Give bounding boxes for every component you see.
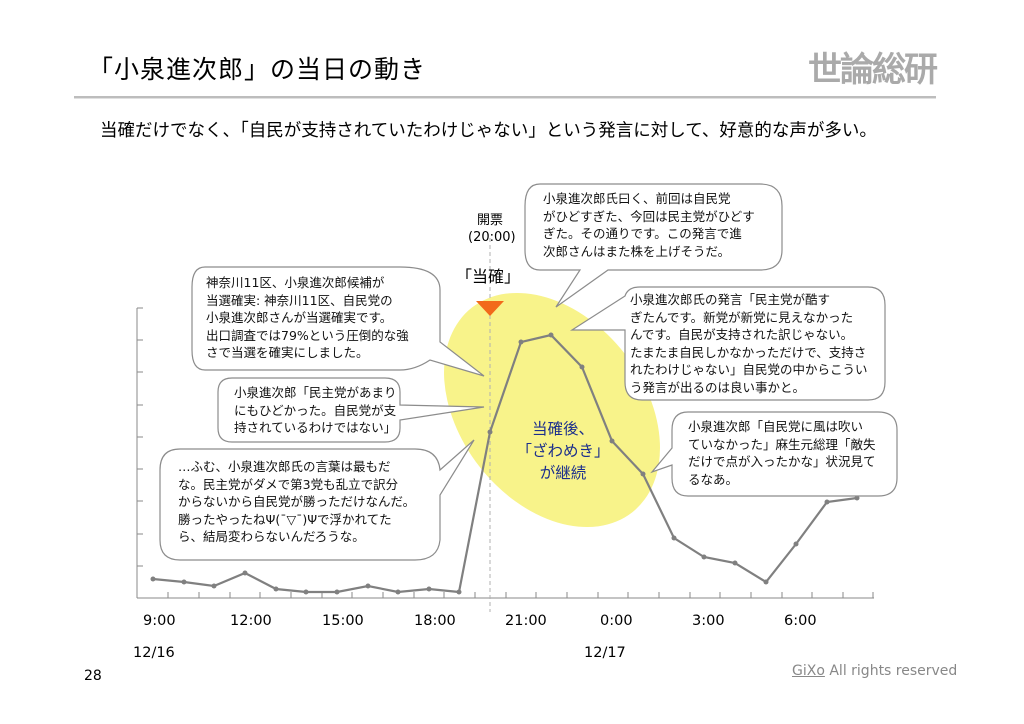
bubble-text-3: …ふむ、小泉進次郎氏の言葉は最もだ な。民主党がダメで第3党も乱立で訳分 からな… <box>178 459 416 544</box>
poll-open-time: (20:00) <box>468 230 516 245</box>
speech-bubble-6 <box>650 411 898 497</box>
x-tick-label: 0:00 <box>600 613 633 629</box>
x-axis <box>137 592 874 599</box>
page-number: 28 <box>84 668 102 684</box>
speech-bubble-5 <box>569 286 886 401</box>
brand-name: GiXo <box>792 663 825 679</box>
kakutei-label: 「当確」 <box>456 267 521 286</box>
data-series-line <box>152 333 858 594</box>
copyright: GiXo All rights reserved <box>792 663 957 679</box>
y-axis <box>136 307 143 598</box>
speech-bubble-4 <box>524 183 783 308</box>
x-tick-label: 12:00 <box>230 613 272 629</box>
bubble-text-4: 小泉進次郎氏曰く、前回は自民党 がひどすぎた、今回は民主党がひどす ぎた。その通… <box>543 191 755 259</box>
highlight-ellipse <box>444 292 660 528</box>
data-points <box>150 332 860 595</box>
date-label-1217: 12/17 <box>584 645 626 661</box>
speech-bubble-1 <box>191 266 485 377</box>
speech-bubble-2 <box>217 377 485 443</box>
bubble-text-5: 小泉進次郎氏の発言「民主党が酷す ぎたんです。新党が新党に見えなかった んです。… <box>630 292 868 395</box>
bubble-text-1: 神奈川11区、小泉進次郎候補が 当選確実: 神奈川11区、自民党の 小泉進次郎さ… <box>206 275 409 360</box>
x-tick-label: 6:00 <box>784 613 817 629</box>
poll-open-label: 開票 (20:00) <box>468 212 516 246</box>
logo: 世論総研 <box>808 50 938 90</box>
x-tick-label: 9:00 <box>143 613 176 629</box>
x-tick-label: 15:00 <box>322 613 364 629</box>
bubble-text-6: 小泉進次郎「自民党に風は吹い ていなかった」麻生元総理「敵失 だけで点が入ったか… <box>688 419 876 487</box>
speech-bubble-3 <box>159 439 475 561</box>
bubble-text-2: 小泉進次郎「民主党があまり にもひどかった。自民党が支 持されているわけではない… <box>234 385 397 435</box>
x-tick-label: 21:00 <box>505 613 547 629</box>
poll-open-text: 開票 <box>476 213 503 228</box>
copyright-text: All rights reserved <box>824 663 958 679</box>
page-subtitle: 当確だけでなく、「自民が支持されていたわけじゃない」という発言に対して、好意的な… <box>100 121 877 141</box>
date-label-1216: 12/16 <box>133 645 175 661</box>
page-title: 「小泉進次郎」の当日の動き <box>88 55 427 84</box>
kakutei-triangle-icon <box>476 301 504 316</box>
x-tick-label: 18:00 <box>414 613 456 629</box>
x-tick-label: 3:00 <box>692 613 725 629</box>
title-divider <box>74 96 936 99</box>
ellipse-annotation: 当確後、 「ざわめき」 が継続 <box>516 420 610 482</box>
